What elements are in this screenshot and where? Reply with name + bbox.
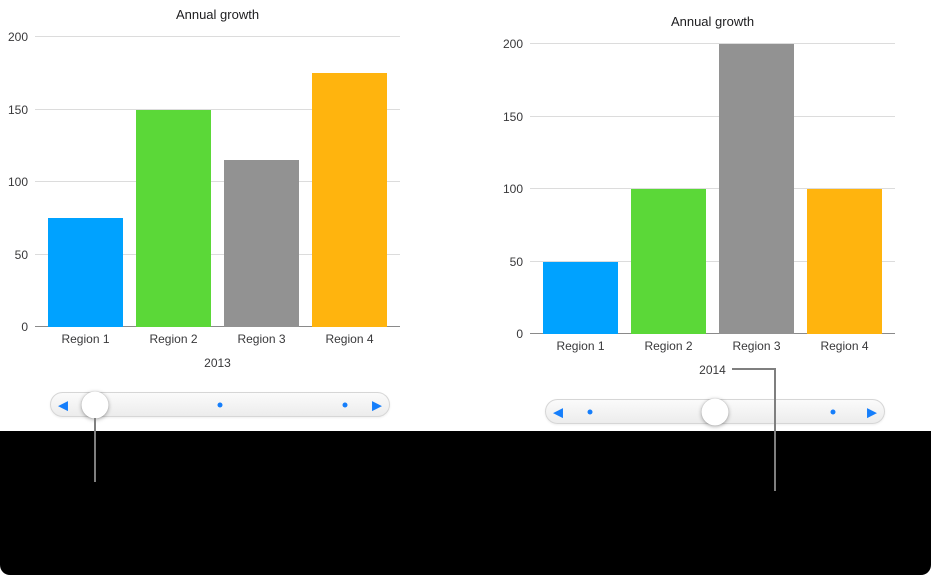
- bar-region-3[interactable]: [719, 44, 794, 334]
- chart-title: Annual growth: [670, 14, 755, 29]
- gridline: [530, 43, 895, 44]
- slider-page-dot[interactable]: [587, 409, 593, 414]
- gridline: [35, 108, 400, 110]
- slider-next-icon[interactable]: ▶: [867, 404, 877, 419]
- y-axis: 0 50 100 150 200: [495, 37, 523, 341]
- bar-region-4[interactable]: [807, 189, 882, 334]
- bar-region-2[interactable]: [631, 189, 706, 334]
- x-axis-line: [35, 326, 400, 327]
- bar-region-3[interactable]: [224, 160, 299, 327]
- y-tick-label: 200: [502, 37, 523, 51]
- plot-area: [530, 43, 895, 334]
- slider-handle[interactable]: [81, 391, 109, 418]
- x-category-label: Region 2: [644, 339, 693, 353]
- y-tick-label: 150: [502, 109, 523, 124]
- bars-row: [530, 44, 895, 334]
- callout-line-slider-handle: [94, 418, 96, 482]
- slider-page-dot[interactable]: [342, 402, 348, 407]
- y-tick-label: 0: [21, 320, 28, 334]
- slider-handle[interactable]: [701, 398, 729, 425]
- y-tick-label: 100: [7, 175, 28, 189]
- bar-region-1[interactable]: [543, 261, 618, 334]
- chart-slider[interactable]: ◀ ▶: [50, 391, 390, 418]
- bar-region-1[interactable]: [48, 218, 123, 327]
- slider-next-icon[interactable]: ▶: [372, 397, 382, 412]
- bar-region-4[interactable]: [312, 73, 387, 327]
- slider-page-dot[interactable]: [830, 409, 836, 414]
- slider-page-dot[interactable]: [217, 402, 223, 407]
- x-category-label: Region 4: [325, 332, 374, 346]
- x-category-label: Region 4: [820, 339, 869, 353]
- slider-prev-icon[interactable]: ◀: [553, 404, 563, 419]
- chart-slider[interactable]: ◀ ▶: [545, 398, 885, 425]
- y-tick-label: 150: [7, 102, 28, 117]
- gridline: [530, 188, 895, 189]
- callout-line-year-vertical: [774, 368, 776, 491]
- x-axis-labels: Region 1 Region 2 Region 3 Region 4: [530, 339, 895, 353]
- x-axis-labels: Region 1 Region 2 Region 3 Region 4: [35, 332, 400, 346]
- chart-title: Annual growth: [175, 7, 260, 22]
- y-tick-label: 100: [502, 182, 523, 196]
- plot-area: [35, 36, 400, 327]
- y-tick-label: 0: [516, 327, 523, 341]
- gridline: [35, 36, 400, 37]
- x-category-label: Region 1: [556, 339, 605, 353]
- bar-region-2[interactable]: [136, 109, 211, 327]
- y-tick-label: 50: [509, 254, 523, 269]
- gridline: [530, 260, 895, 262]
- gridline: [530, 115, 895, 117]
- chart-panel-2013: Annual growth 0 50 100 150 200 Region 1 Regio…: [0, 0, 400, 430]
- slider-prev-icon[interactable]: ◀: [58, 397, 68, 412]
- y-axis: 0 50 100 150 200: [0, 30, 28, 334]
- x-category-label: Region 3: [237, 332, 286, 346]
- gridline: [35, 253, 400, 255]
- x-category-label: Region 2: [149, 332, 198, 346]
- gridline: [35, 181, 400, 182]
- caption-area: [0, 431, 931, 575]
- x-category-label: Region 1: [61, 332, 110, 346]
- x-axis-title: 2013: [204, 356, 231, 370]
- y-tick-label: 200: [7, 30, 28, 44]
- x-axis-title: 2014: [699, 363, 726, 377]
- chart-panel-2014: Annual growth 0 50 100 150 200 Region 1 Regio…: [495, 7, 895, 437]
- callout-line-year-horizontal: [732, 368, 776, 370]
- bars-row: [35, 37, 400, 327]
- y-tick-label: 50: [14, 247, 28, 262]
- x-axis-line: [530, 333, 895, 334]
- x-category-label: Region 3: [732, 339, 781, 353]
